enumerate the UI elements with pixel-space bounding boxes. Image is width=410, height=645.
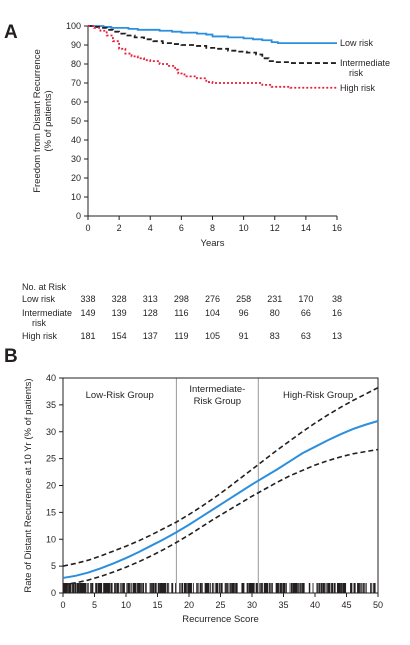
panel-a-y-tick-label: 100 xyxy=(66,21,81,31)
risk-table-cell: 338 xyxy=(80,294,95,304)
panel-b-y-axis-title: Rate of Distant Recurrence at 10 Yr (% o… xyxy=(23,378,34,592)
panel-b-group-label-1: Low-Risk Group xyxy=(86,390,154,401)
panel-b-series-line-3 xyxy=(62,448,379,586)
panel-b-chart: 0 5 10 15 20 25 30 35 40 0 5 10 15 20 25 30 35 40 45 50 Recu… xyxy=(23,373,383,625)
panel-b-y-tick-label: 35 xyxy=(46,400,56,410)
risk-table-cell: 66 xyxy=(301,308,311,318)
panel-a-x-tick-label: 4 xyxy=(148,223,153,233)
panel-a-x-tick-label: 2 xyxy=(117,223,122,233)
risk-table-cell: 154 xyxy=(112,331,127,341)
panel-b-y-tick-label: 5 xyxy=(51,561,56,571)
panel-a-y-tick-label: 0 xyxy=(76,211,81,221)
risk-table-cell: 298 xyxy=(174,294,189,304)
panel-b-x-tick-label: 5 xyxy=(92,600,97,610)
panel-a-y-tick-label: 90 xyxy=(71,40,81,50)
risk-table-cell: 91 xyxy=(239,331,249,341)
risk-table-cell: 149 xyxy=(80,308,95,318)
panel-b-series-line-2 xyxy=(62,386,379,567)
panel-b-x-tick-label: 30 xyxy=(247,600,257,610)
risk-table-cell: 139 xyxy=(112,308,127,318)
panel-b-x-axis-title: Recurrence Score xyxy=(182,614,259,625)
panel-a-x-axis-title: Years xyxy=(201,238,225,249)
risk-table-cell: 313 xyxy=(143,294,158,304)
risk-table-cell: 258 xyxy=(236,294,251,304)
risk-table-cell: 231 xyxy=(267,294,282,304)
risk-table-cell: 63 xyxy=(301,331,311,341)
panel-a-y-tick-label: 60 xyxy=(71,97,81,107)
panel-b-y-tick-label: 30 xyxy=(46,427,56,437)
panel-b-x-tick-label: 10 xyxy=(121,600,131,610)
panel-a-y-tick-label: 10 xyxy=(71,192,81,202)
risk-table-cell: 170 xyxy=(298,294,313,304)
panel-b-x-tick-label: 35 xyxy=(278,600,288,610)
panel-a-x-tick-label: 14 xyxy=(301,223,311,233)
panel-a-y-tick-label: 50 xyxy=(71,116,81,126)
panel-a-x-tick-label: 8 xyxy=(210,223,215,233)
panel-a-x-tick-label: 16 xyxy=(332,223,342,233)
panel-a-y-tick-label: 30 xyxy=(71,154,81,164)
risk-table-cell: 13 xyxy=(332,331,342,341)
panel-a-x-tick-label: 0 xyxy=(85,223,90,233)
panel-b-y-tick-label: 40 xyxy=(46,373,56,383)
panel-b-group-label-3: High-Risk Group xyxy=(283,390,353,401)
panel-b-x-tick-label: 20 xyxy=(184,600,194,610)
risk-table-cell: 328 xyxy=(112,294,127,304)
panel-a-x-tick-label: 6 xyxy=(179,223,184,233)
panel-a-x-tick-label: 12 xyxy=(270,223,280,233)
risk-table-cell: 137 xyxy=(143,331,158,341)
panel-a-x-tick-label: 10 xyxy=(239,223,249,233)
panel-b-series-line-1 xyxy=(62,420,379,579)
risk-table-row-label: Low risk xyxy=(22,294,56,304)
panel-b-x-tick-label: 50 xyxy=(373,600,383,610)
risk-table-cell: 276 xyxy=(205,294,220,304)
panel-b-y-tick-label: 20 xyxy=(46,481,56,491)
risk-table-cell: 38 xyxy=(332,294,342,304)
panel-a-letter: A xyxy=(4,22,18,43)
risk-table: No. at Risk Low risk 338 328 313 298 276 258 231… xyxy=(22,282,342,341)
panel-b-x-tick-label: 15 xyxy=(152,600,162,610)
panel-b-rug-marks xyxy=(62,583,376,593)
panel-b-y-tick-label: 25 xyxy=(46,454,56,464)
panel-a-series-label-2: Intermediate risk xyxy=(340,58,390,78)
risk-table-title: No. at Risk xyxy=(22,282,67,292)
risk-table-cell: 116 xyxy=(174,308,188,318)
risk-table-cell: 16 xyxy=(332,308,342,318)
panel-a-series-label-1: Low risk xyxy=(340,38,374,48)
panel-b-y-tick-label: 15 xyxy=(46,507,56,517)
panel-b-y-tick-label: 10 xyxy=(46,534,56,544)
risk-table-cell: 119 xyxy=(174,331,188,341)
panel-b-x-tick-label: 0 xyxy=(60,600,65,610)
risk-table-cell: 181 xyxy=(80,331,95,341)
risk-table-cell: 80 xyxy=(270,308,280,318)
panel-a-y-tick-label: 20 xyxy=(71,173,81,183)
risk-table-cell: 105 xyxy=(205,331,220,341)
panel-b-frame xyxy=(62,377,379,594)
panel-a-series-label-3: High risk xyxy=(340,83,376,93)
panel-b-x-tick-label: 25 xyxy=(215,600,225,610)
panel-a-y-tick-label: 40 xyxy=(71,135,81,145)
panel-a-series-line-1 xyxy=(88,25,337,44)
panel-a-y-axis-title: Freedom from Distant Recurrence(% of pat… xyxy=(32,49,54,193)
risk-table-row-label: Intermediate risk xyxy=(22,308,72,328)
panel-a-y-tick-label: 70 xyxy=(71,78,81,88)
panel-a-series-line-2 xyxy=(88,25,337,64)
panel-a-y-tick-label: 80 xyxy=(71,59,81,69)
risk-table-cell: 83 xyxy=(270,331,280,341)
panel-a-chart: 0 10 20 30 40 50 60 70 80 90 100 0 2 4 6 8 10 12 14 16 Years… xyxy=(32,21,390,249)
risk-table-cell: 104 xyxy=(205,308,220,318)
risk-table-row-label: High risk xyxy=(22,331,58,341)
panel-b-x-tick-label: 45 xyxy=(341,600,351,610)
panel-b-letter: B xyxy=(4,346,18,367)
risk-table-cell: 128 xyxy=(143,308,158,318)
risk-table-cell: 96 xyxy=(239,308,249,318)
panel-b-x-tick-label: 40 xyxy=(310,600,320,610)
panel-b-group-label-2: Intermediate-Risk Group xyxy=(189,384,245,407)
panel-b-y-tick-label: 0 xyxy=(51,588,56,598)
panel-a-series-line-3 xyxy=(88,25,337,89)
